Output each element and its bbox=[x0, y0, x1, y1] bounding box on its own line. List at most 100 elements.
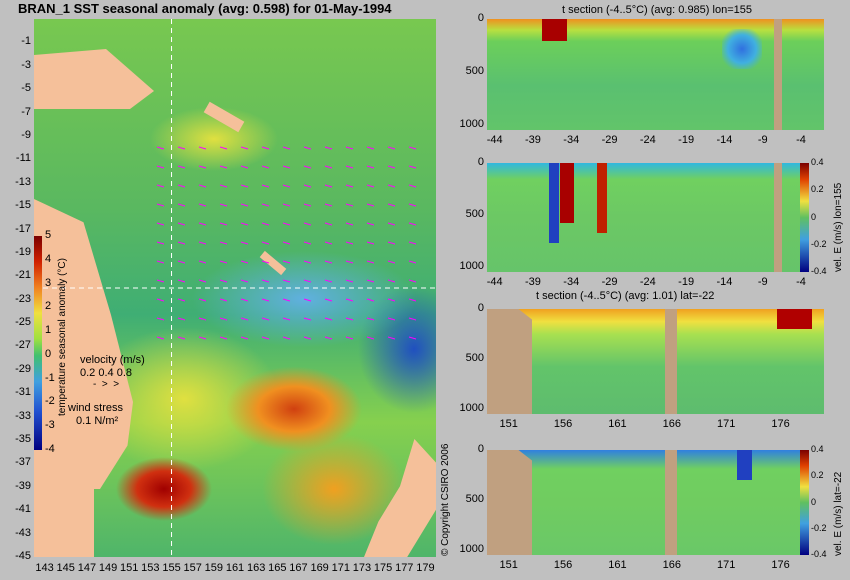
wind-vector bbox=[156, 241, 165, 245]
wind-vector bbox=[387, 222, 396, 226]
wind-vector bbox=[261, 222, 270, 226]
wind-vector bbox=[219, 336, 228, 340]
map-y-tick: -39 bbox=[15, 479, 31, 492]
wind-vector bbox=[324, 222, 333, 226]
section-x-tick: -44 bbox=[486, 134, 503, 146]
section-x-tick: 151 bbox=[499, 418, 518, 430]
wind-vector bbox=[156, 298, 165, 302]
velocity-legend-arrows: - > > bbox=[93, 379, 120, 390]
map-y-tick: -19 bbox=[15, 245, 31, 258]
wind-vector bbox=[324, 241, 333, 245]
section-x-tick: -39 bbox=[525, 276, 541, 288]
wind-vector bbox=[345, 298, 354, 302]
section-y-tick: 1000 bbox=[459, 543, 484, 555]
map-x-tick: 163 bbox=[246, 562, 266, 574]
map-x-tick: 157 bbox=[183, 562, 202, 574]
map-colorbar-tick: -2 bbox=[45, 395, 55, 408]
wind-vector bbox=[240, 222, 249, 226]
copyright-text: © Copyright CSIRO 2006 bbox=[440, 443, 451, 556]
section-x-tick: 166 bbox=[662, 418, 681, 430]
wind-vector bbox=[177, 222, 186, 226]
wind-vector bbox=[366, 241, 375, 245]
section-x-tick: 161 bbox=[608, 418, 627, 430]
wind-vector bbox=[198, 260, 207, 264]
wind-vector bbox=[198, 336, 207, 340]
wind-vector bbox=[156, 222, 165, 226]
wind-vector bbox=[387, 260, 396, 264]
velocity-colorbar-tick: -0.2 bbox=[811, 522, 827, 533]
section-x-tick: -4 bbox=[796, 276, 806, 288]
wind-vector bbox=[198, 184, 207, 188]
velocity-colorbar-tick: -0.4 bbox=[811, 266, 827, 276]
map-x-tick: 153 bbox=[141, 562, 160, 574]
section-x-tick: -34 bbox=[563, 134, 580, 146]
map-x-tick: 177 bbox=[395, 562, 414, 574]
map-x-tick: 161 bbox=[225, 562, 245, 574]
section-y-tick: 1000 bbox=[459, 259, 484, 272]
wind-vector bbox=[219, 279, 228, 283]
wind-vector bbox=[240, 203, 249, 207]
wind-vector bbox=[198, 241, 207, 245]
section-y-tick: 500 bbox=[465, 207, 484, 220]
map-x-tick: 145 bbox=[56, 562, 75, 574]
wind-vector bbox=[156, 279, 165, 283]
map-x-tick: 159 bbox=[204, 562, 224, 574]
wind-vector bbox=[303, 260, 312, 264]
wind-vector bbox=[387, 298, 396, 302]
wind-vector bbox=[282, 165, 291, 169]
wind-vector bbox=[387, 146, 396, 150]
wind-vector bbox=[219, 184, 228, 188]
map-y-tick: -21 bbox=[15, 269, 31, 282]
wind-vector bbox=[156, 165, 165, 169]
wind-vector bbox=[387, 165, 396, 169]
wind-vector bbox=[408, 222, 417, 226]
section-x-tick: -24 bbox=[639, 134, 656, 146]
wind-vector bbox=[282, 241, 291, 245]
map-x-tick: 171 bbox=[331, 562, 350, 574]
wind-vector bbox=[408, 317, 417, 321]
section-y-tick: 1000 bbox=[459, 402, 484, 414]
wind-vector bbox=[261, 279, 270, 283]
wind-vector bbox=[303, 165, 312, 169]
wind-vector bbox=[303, 203, 312, 207]
wind-vector bbox=[282, 336, 291, 340]
velocity-colorbar-tick: 0 bbox=[811, 211, 817, 222]
map-y-tick: -35 bbox=[15, 433, 31, 446]
map-y-tick: -13 bbox=[15, 175, 31, 188]
wind-vector bbox=[261, 336, 270, 340]
wind-vector bbox=[240, 184, 249, 188]
wind-vector bbox=[240, 165, 249, 169]
map-y-tick: -31 bbox=[15, 386, 31, 399]
section-x-tick: 166 bbox=[662, 559, 681, 571]
wind-vector bbox=[387, 241, 396, 245]
wind-vector bbox=[345, 279, 354, 283]
map-x-tick: 147 bbox=[77, 562, 97, 574]
map-x-tick: 167 bbox=[289, 562, 308, 574]
section-x-tick: -14 bbox=[716, 276, 733, 288]
wind-vector bbox=[324, 317, 333, 321]
wind-vector bbox=[177, 279, 186, 283]
wind-vector bbox=[240, 317, 249, 321]
wind-vector bbox=[219, 203, 228, 207]
velocity-colorbar-tick: 0.2 bbox=[811, 184, 824, 195]
section-x-tick: -9 bbox=[757, 134, 768, 146]
wind-vector bbox=[345, 222, 354, 226]
wind-vector bbox=[219, 298, 228, 302]
map-y-tick: -5 bbox=[21, 82, 31, 95]
section-x-tick: 171 bbox=[716, 559, 736, 571]
section-x-tick: -29 bbox=[601, 134, 618, 146]
wind-vector bbox=[282, 146, 291, 150]
map-x-tick: 143 bbox=[35, 562, 54, 574]
wind-vector bbox=[324, 184, 333, 188]
velocity-colorbar-tick: 0.2 bbox=[811, 470, 824, 481]
wind-vector bbox=[282, 184, 291, 188]
velocity-legend-values: 0.2 0.4 0.8 bbox=[80, 367, 132, 379]
wind-vector bbox=[177, 203, 186, 207]
section-x-tick: 156 bbox=[553, 559, 573, 571]
wind-vector bbox=[240, 146, 249, 150]
wind-vector bbox=[324, 336, 333, 340]
wind-vector bbox=[219, 317, 228, 321]
wind-vector bbox=[303, 317, 312, 321]
wind-vector bbox=[366, 336, 375, 340]
section-x-tick: 176 bbox=[771, 559, 790, 571]
